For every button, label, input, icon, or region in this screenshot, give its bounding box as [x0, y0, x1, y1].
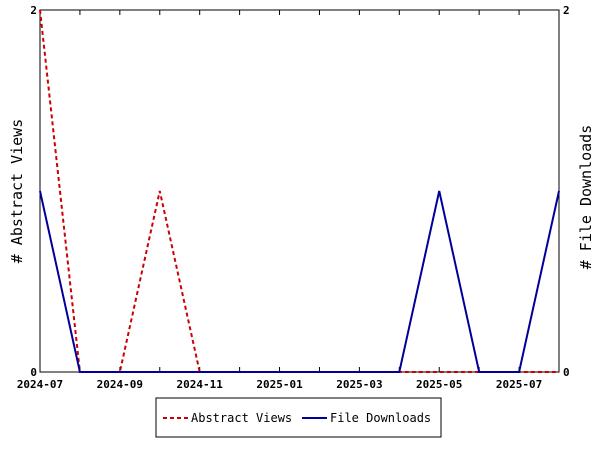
x-tick-label: 2024-09 [97, 378, 143, 391]
legend-label-file-downloads: File Downloads [330, 411, 431, 425]
y2-axis-title: # File Downloads [577, 125, 595, 270]
y-axis-left: 02 [30, 4, 37, 379]
x-tick-label: 2024-07 [17, 378, 63, 391]
legend-box [155, 397, 442, 438]
legend-label-abstract-views: Abstract Views [191, 411, 292, 425]
series-line-1 [39, 190, 560, 373]
y2-tick-label: 0 [563, 366, 570, 379]
y-axis-title: # Abstract Views [8, 119, 26, 264]
x-tick-label: 2025-03 [336, 378, 382, 391]
y-tick-label: 0 [30, 366, 37, 379]
legend: Abstract Views File Downloads [155, 397, 442, 438]
plot-area [39, 9, 560, 373]
x-tick-label: 2025-05 [416, 378, 462, 391]
y-tick-label: 2 [30, 4, 37, 17]
x-tick-label: 2025-01 [256, 378, 303, 391]
y-axis-right: 02 [563, 4, 570, 379]
series-layer [39, 9, 560, 373]
x-tick-label: 2025-07 [496, 378, 542, 391]
y2-tick-label: 2 [563, 4, 570, 17]
x-tick-label: 2024-11 [177, 378, 224, 391]
series-line-0 [39, 9, 559, 373]
